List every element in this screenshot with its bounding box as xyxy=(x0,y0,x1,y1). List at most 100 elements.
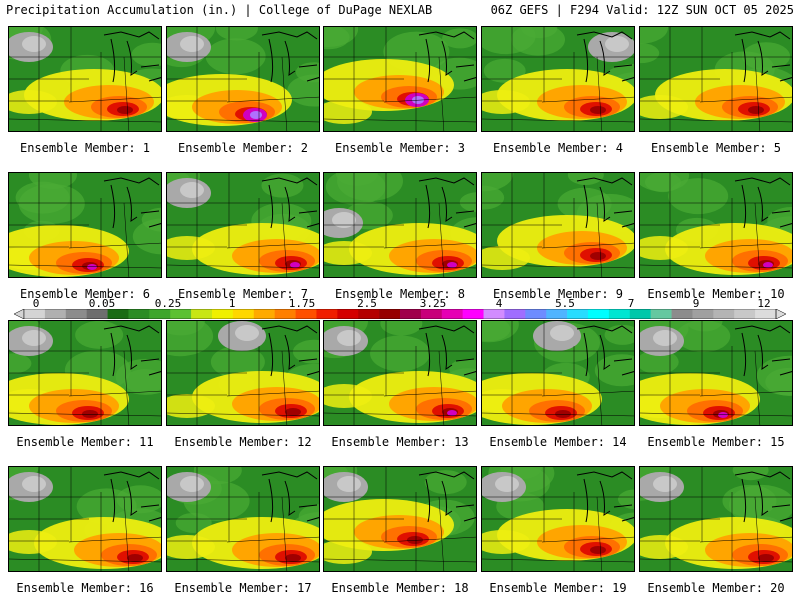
colorbar-tick-label: 2.5 xyxy=(357,297,377,310)
ensemble-map-8 xyxy=(323,172,477,278)
ensemble-map-3 xyxy=(323,26,477,132)
ensemble-map-12 xyxy=(166,320,320,426)
colorbar-swatch xyxy=(567,309,589,319)
member-label: Ensemble Member: 18 xyxy=(331,581,469,595)
colorbar-swatch xyxy=(588,309,610,319)
member-label: Ensemble Member: 5 xyxy=(650,141,782,155)
colorbar-swatch xyxy=(128,309,150,319)
colorbar-swatch xyxy=(86,309,108,319)
precip-field xyxy=(324,467,476,571)
colorbar-swatch xyxy=(483,309,505,319)
colorbar-swatch xyxy=(358,309,380,319)
precip-field xyxy=(9,467,161,571)
member-label: Ensemble Member: 10 xyxy=(647,287,785,301)
ensemble-map-17 xyxy=(166,466,320,572)
colorbar-labels: 0 0.05 0.25 1 1.75 2.5 3.25 4 5.5 7 9 12 xyxy=(0,297,800,311)
member-label: Ensemble Member: 2 xyxy=(177,141,309,155)
precip-field xyxy=(9,27,161,131)
colorbar-swatch xyxy=(400,309,422,319)
ensemble-map-16 xyxy=(8,466,162,572)
colorbar-swatch xyxy=(713,309,735,319)
member-label: Ensemble Member: 19 xyxy=(489,581,627,595)
member-label: Ensemble Member: 3 xyxy=(334,141,466,155)
colorbar-swatch xyxy=(650,309,672,319)
colorbar-tick-label: 1.75 xyxy=(288,297,316,310)
precip-field xyxy=(482,173,634,277)
colorbar-swatch xyxy=(337,309,359,319)
precip-field xyxy=(640,321,792,425)
colorbar-swatch xyxy=(462,309,484,319)
member-label: Ensemble Member: 17 xyxy=(174,581,312,595)
colorbar-swatch xyxy=(253,309,275,319)
precip-field xyxy=(167,321,319,425)
colorbar-swatch xyxy=(107,309,129,319)
colorbar-tick-label: 12 xyxy=(757,297,771,310)
precip-field xyxy=(167,173,319,277)
precip-field xyxy=(324,321,476,425)
ensemble-map-10 xyxy=(639,172,793,278)
precip-field xyxy=(9,321,161,425)
colorbar-swatch xyxy=(379,309,401,319)
precip-field xyxy=(482,27,634,131)
colorbar-swatch xyxy=(546,309,568,319)
colorbar-swatch xyxy=(316,309,338,319)
ensemble-map-20 xyxy=(639,466,793,572)
precip-field xyxy=(324,27,476,131)
ensemble-map-2 xyxy=(166,26,320,132)
member-label: Ensemble Member: 16 xyxy=(16,581,154,595)
colorbar-tick-label: 0 xyxy=(32,297,40,310)
precip-field xyxy=(167,467,319,571)
colorbar-swatch xyxy=(755,309,777,319)
colorbar-swatch xyxy=(65,309,87,319)
colorbar-swatch xyxy=(441,309,463,319)
ensemble-map-18 xyxy=(323,466,477,572)
precip-field xyxy=(482,321,634,425)
member-label: Ensemble Member: 12 xyxy=(174,435,312,449)
colorbar-swatch xyxy=(420,309,443,319)
ensemble-map-11 xyxy=(8,320,162,426)
precip-field xyxy=(640,27,792,131)
ensemble-map-19 xyxy=(481,466,635,572)
colorbar-tick-label: 5.5 xyxy=(555,297,575,310)
colorbar-tick-label: 4 xyxy=(495,297,503,310)
colorbar-swatch xyxy=(671,309,693,319)
ensemble-map-6 xyxy=(8,172,162,278)
precip-field xyxy=(482,467,634,571)
colorbar-swatch xyxy=(170,309,192,319)
colorbar-tick-label: 7 xyxy=(627,297,635,310)
colorbar-swatch xyxy=(212,309,234,319)
ensemble-map-1 xyxy=(8,26,162,132)
colorbar-tick-label: 0.05 xyxy=(88,297,116,310)
colorbar-swatch xyxy=(44,309,67,319)
colorbar-swatch xyxy=(191,309,213,319)
colorbar-swatch xyxy=(504,309,526,319)
colorbar-swatch xyxy=(692,309,714,319)
colorbar-swatch xyxy=(608,309,631,319)
member-label: Ensemble Member: 14 xyxy=(489,435,627,449)
colorbar-tick-label: 1 xyxy=(228,297,236,310)
colorbar-swatch xyxy=(274,309,296,319)
precip-field xyxy=(640,173,792,277)
colorbar-swatch xyxy=(295,309,317,319)
colorbar-swatch xyxy=(149,309,171,319)
member-label: Ensemble Member: 13 xyxy=(331,435,469,449)
colorbar-tick-label: 0.25 xyxy=(154,297,182,310)
colorbar-swatch xyxy=(232,309,255,319)
member-label: Ensemble Member: 15 xyxy=(647,435,785,449)
colorbar-swatch xyxy=(734,309,756,319)
ensemble-map-15 xyxy=(639,320,793,426)
member-label: Ensemble Member: 9 xyxy=(492,287,624,301)
member-label: Ensemble Member: 6 xyxy=(19,287,151,301)
member-label: Ensemble Member: 8 xyxy=(334,287,466,301)
precip-field xyxy=(167,27,319,131)
colorbar-swatch xyxy=(629,309,651,319)
ensemble-map-7 xyxy=(166,172,320,278)
ensemble-map-9 xyxy=(481,172,635,278)
member-label: Ensemble Member: 1 xyxy=(19,141,151,155)
colorbar-swatch xyxy=(24,309,46,319)
member-label: Ensemble Member: 7 xyxy=(177,287,309,301)
precip-field xyxy=(9,173,161,277)
ensemble-map-4 xyxy=(481,26,635,132)
ensemble-map-13 xyxy=(323,320,477,426)
precip-field xyxy=(640,467,792,571)
